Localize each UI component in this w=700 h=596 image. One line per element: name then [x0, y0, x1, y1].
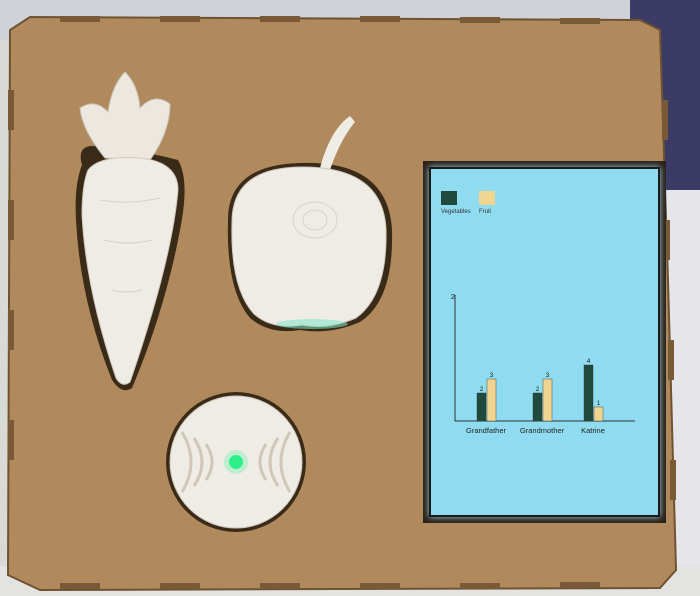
bar-grandmother-fruit	[542, 378, 553, 422]
bar-value-grandfather-fruit: 3	[490, 373, 494, 379]
bar-grandfather-vegetables	[476, 392, 487, 422]
apple-shape	[231, 116, 387, 329]
bar-katrine-fruit	[593, 406, 604, 422]
x-tick-katrine: Katrine	[581, 426, 605, 435]
x-tick-grandfather: Grandfather	[466, 426, 507, 435]
carrot-shape	[79, 71, 179, 385]
nfc-reader-pad	[166, 392, 306, 532]
bar-grandmother-vegetables	[532, 392, 543, 422]
bar-value-grandmother-fruit: 3	[546, 373, 550, 379]
bar-value-grandmother-vegetables: 2	[536, 387, 540, 393]
chart-x-labels: Grandfather Grandmother Katrine	[466, 426, 605, 435]
carrot-leaves	[79, 71, 171, 161]
carrot-body	[81, 157, 179, 385]
bar-katrine-vegetables	[583, 364, 594, 422]
bar-value-katrine-vegetables: 4	[587, 359, 591, 365]
legend-swatch-vegetables	[441, 191, 457, 205]
legend-swatch-fruit	[479, 191, 495, 205]
chart-legend: Vegetables Fruit	[441, 191, 495, 215]
box-finger-joints	[8, 16, 676, 589]
apple-led-glow	[276, 319, 348, 329]
apple-body	[231, 166, 387, 327]
bar-value-katrine-fruit: 1	[597, 401, 601, 407]
bar-value-grandfather-vegetables: 2	[480, 387, 484, 393]
nfc-led-icon	[229, 455, 243, 469]
y-axis-max-label: 2	[451, 292, 455, 301]
chart-bars: 2 3 2 3 4 1	[476, 359, 604, 422]
legend-label-fruit: Fruit	[479, 209, 491, 215]
legend-label-vegetables: Vegetables	[441, 209, 471, 215]
bar-grandfather-fruit	[486, 378, 497, 422]
x-tick-grandmother: Grandmother	[520, 426, 565, 435]
apple-stem	[320, 116, 355, 170]
